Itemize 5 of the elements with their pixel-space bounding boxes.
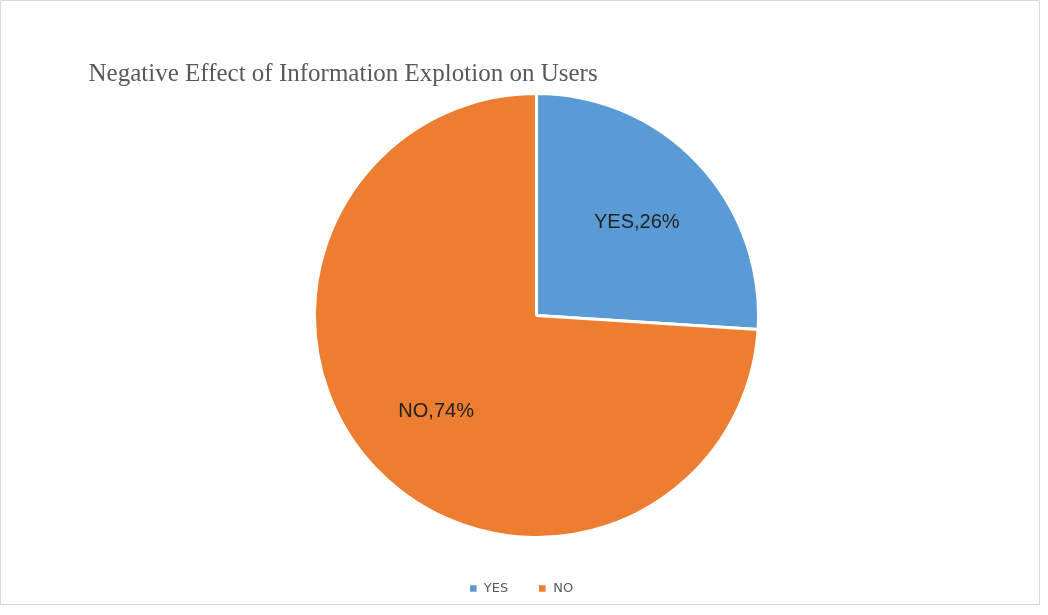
legend-label: YES xyxy=(483,580,509,595)
data-label: NO,74% xyxy=(398,398,475,421)
legend-label: NO xyxy=(553,580,574,595)
chart-title: Negative Effect of Information Explotion on Users xyxy=(88,59,598,86)
data-label: YES,26% xyxy=(594,210,680,233)
